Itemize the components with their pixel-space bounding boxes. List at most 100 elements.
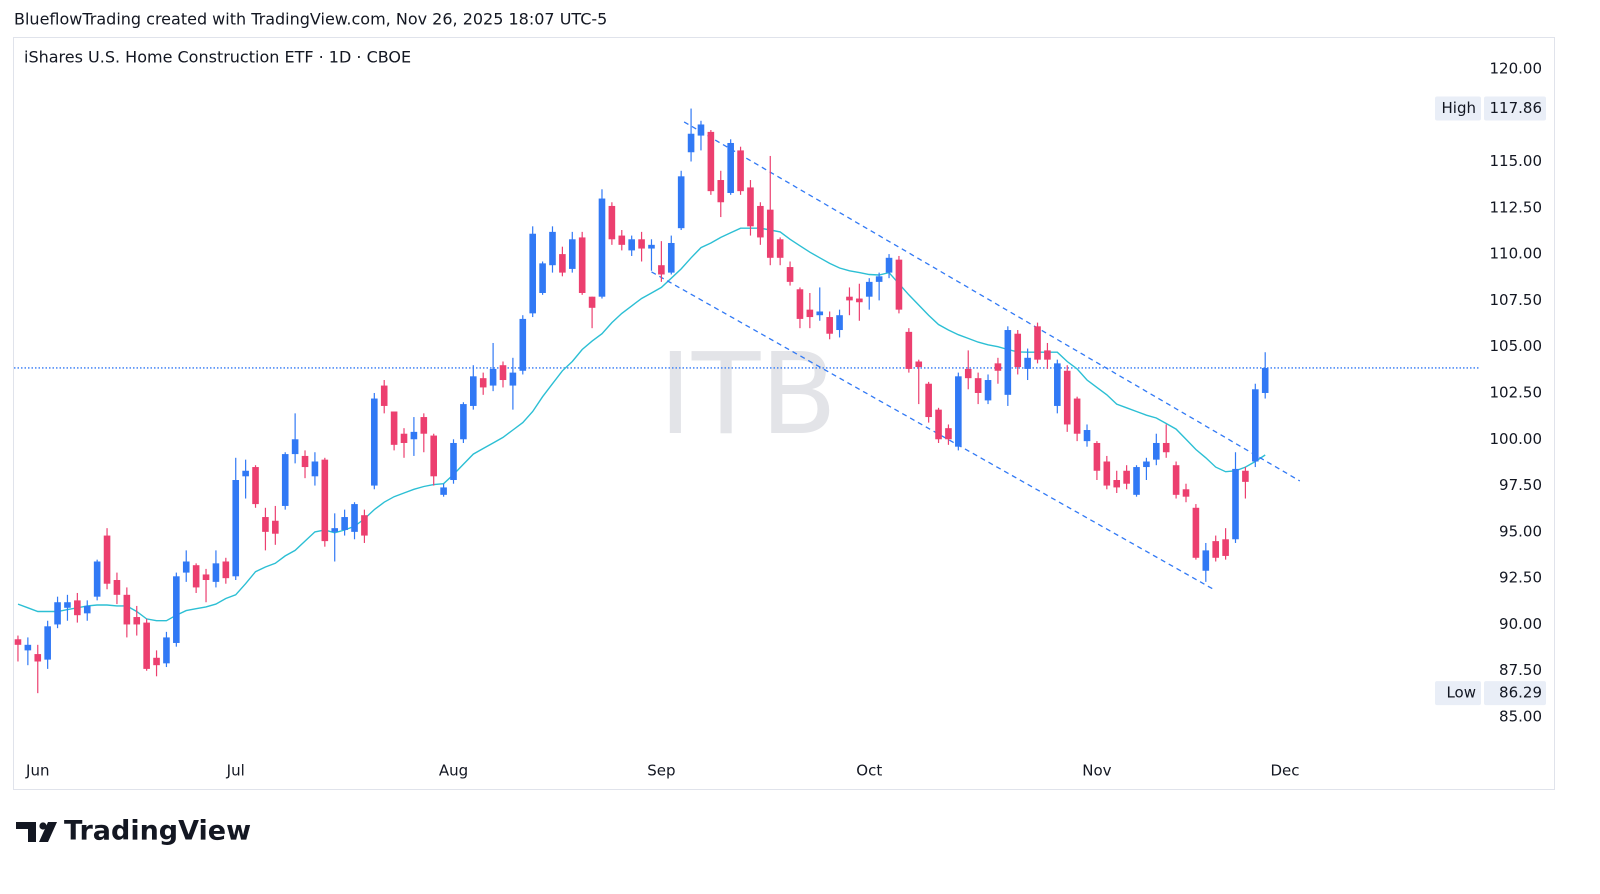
candle-body [964,368,972,379]
candle-body [1182,489,1190,497]
chart-title: iShares U.S. Home Construction ETF · 1D … [24,48,411,67]
candle-body [687,133,695,153]
price-label-bg [1484,96,1546,121]
candle-body [74,600,81,616]
candle-body [93,561,101,597]
candle-body [450,442,457,481]
candle-body [202,574,210,581]
y-tick-label: 112.50 [1490,198,1543,216]
candle-body [648,244,655,249]
candle-body [1172,465,1180,495]
candle-body [925,383,932,418]
candle-body [1034,326,1041,360]
candle-body [1251,389,1259,462]
candle-body [103,535,111,584]
candle-body [1212,541,1220,558]
candle-body [1093,442,1101,471]
candle-body [83,605,91,614]
candle-body [163,637,170,664]
candle-body [945,428,952,440]
candle-body [539,263,546,293]
candle-body [1103,461,1111,486]
logo-icon [39,822,57,842]
candle-body [757,205,764,238]
candle-body [222,561,230,579]
y-tick-label: 90.00 [1499,615,1542,633]
candle-body [143,622,150,669]
candle-body [677,176,685,229]
candle-body [717,180,725,203]
candle-body [34,654,42,662]
candle-body [400,433,408,443]
x-tick-label: Nov [1082,762,1111,780]
candle-body [984,380,992,401]
candle-body [64,602,71,608]
y-tick-label: 120.00 [1490,59,1543,77]
candle-body [549,231,556,266]
candle-body [994,363,1002,371]
x-tick-label: Oct [856,762,882,780]
chart-frame [13,37,1555,790]
candle-body [479,378,487,388]
candle-body [1232,468,1239,540]
candle-body [529,233,536,314]
candles [14,108,1269,694]
candle-body [341,517,348,531]
candle-body [628,239,635,251]
x-tick-label: Jun [25,762,49,780]
candle-body [737,150,744,192]
candle-body [262,517,269,532]
candle-body [1063,370,1071,425]
candle-body [192,565,200,588]
candle-body [856,298,863,303]
candle-body [1153,442,1160,460]
y-tick-label: 95.00 [1499,522,1542,540]
candle-body [123,594,131,625]
candle-body [559,254,566,273]
candle-body [430,435,438,477]
candle-body [1004,330,1012,395]
x-tick-label: Aug [439,762,468,780]
logo-text: TradingView [64,816,251,847]
candle-body [113,580,121,595]
header-text: BlueflowTrading created with TradingView… [14,10,607,29]
candle-body [420,417,428,434]
price-label-value: 117.86 [1490,99,1543,117]
candle-body [1162,442,1170,453]
logo-icon [16,822,36,842]
candle-body [1054,363,1061,406]
candle-body [1143,461,1150,468]
candle-body [786,267,794,282]
candle-body [1024,357,1031,369]
price-label-value: 86.29 [1499,684,1542,702]
y-tick-label: 105.00 [1490,337,1543,355]
candle-body [1202,550,1210,571]
y-tick-label: 110.00 [1490,245,1543,263]
candle-body [1113,480,1121,488]
candle-body [578,237,586,293]
candle-body [390,411,398,445]
candle-body [568,239,576,269]
candle-body [460,404,467,440]
moving-average [17,227,1266,622]
candle-body [836,315,843,331]
candle-body [776,239,784,258]
candle-body [955,376,962,447]
candle-body [410,431,418,440]
candle-body [1242,470,1249,482]
candle-body [806,309,814,318]
candle-body [54,602,61,625]
y-tick-label: 100.00 [1490,430,1543,448]
watermark: ITB [659,330,837,460]
candle-body [974,378,982,393]
logo-icon [39,822,47,830]
candle-body [509,372,517,386]
candle-body [133,617,141,625]
candle-body [638,239,645,249]
candle-body [440,487,447,495]
candle-body [588,296,596,308]
candle-body [519,318,527,371]
candle-body [1123,470,1130,484]
